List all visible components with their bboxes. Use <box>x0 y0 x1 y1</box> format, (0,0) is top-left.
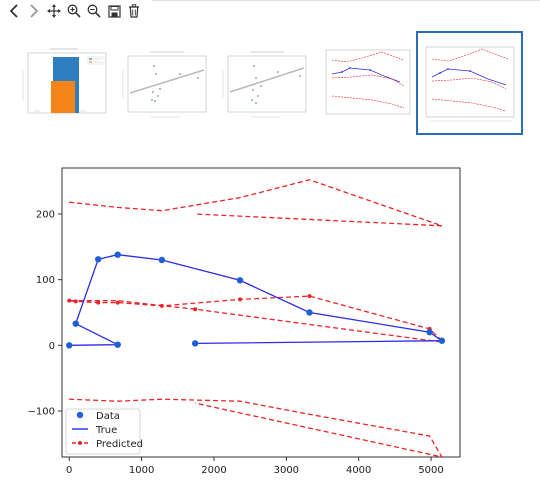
thumbnail-4-preview <box>325 49 411 115</box>
predicted-marker <box>238 297 243 302</box>
data-point <box>94 256 102 263</box>
predicted-marker <box>159 303 164 308</box>
predicted-marker <box>96 300 101 305</box>
data-point <box>72 320 79 327</box>
legend-predicted-label: Predicted <box>96 439 143 450</box>
predicted-marker <box>115 300 120 305</box>
top-divider <box>152 0 540 1</box>
thumbnail-4[interactable] <box>322 46 412 118</box>
x-tick-label: 0 <box>66 465 72 476</box>
y-tick-label: −100 <box>28 407 55 418</box>
thumbnail-5[interactable] <box>416 31 523 135</box>
y-tick-label: 0 <box>49 341 55 352</box>
data-point <box>438 337 446 344</box>
legend-predicted-marker <box>78 441 82 445</box>
x-tick-label: 5000 <box>418 465 443 476</box>
predicted-line <box>69 179 443 227</box>
delete-icon[interactable] <box>124 2 144 20</box>
y-tick-label: 200 <box>36 209 55 220</box>
plot-toolbar <box>4 2 144 20</box>
thumbnail-1[interactable] <box>20 45 110 120</box>
data-point <box>426 329 433 336</box>
predicted-marker <box>193 307 198 312</box>
x-tick-label: 3000 <box>274 465 299 476</box>
legend-data-label: Data <box>96 411 120 422</box>
thumbnail-5-preview <box>425 46 515 122</box>
zoom-in-icon[interactable] <box>64 2 84 20</box>
back-icon[interactable] <box>4 2 24 20</box>
y-tick-label: 100 <box>36 275 55 286</box>
x-tick-label: 4000 <box>346 465 371 476</box>
predicted-line <box>69 295 443 343</box>
data-point <box>114 251 121 258</box>
data-point <box>158 256 166 264</box>
x-tick-label: 2000 <box>201 465 226 476</box>
x-tick-label: 1000 <box>129 465 154 476</box>
data-point <box>236 277 244 284</box>
thumbnail-3-preview <box>222 51 307 118</box>
predicted-marker <box>67 298 72 303</box>
predicted-marker <box>307 294 312 299</box>
data-point <box>306 309 313 316</box>
zoom-out-icon[interactable] <box>84 2 104 20</box>
thumbnail-2[interactable] <box>120 48 210 120</box>
thumbnail-3[interactable] <box>220 48 310 120</box>
legend: Data True Predicted <box>65 408 143 455</box>
thumbnail-2-preview <box>122 51 207 118</box>
legend-true-label: True <box>95 425 117 436</box>
data-point <box>66 342 73 349</box>
save-icon[interactable] <box>104 2 124 20</box>
data-point <box>191 340 199 347</box>
thumbnail-1-preview <box>22 48 107 114</box>
pan-icon[interactable] <box>44 2 64 20</box>
main-plot: 0 1000 2000 3000 4000 5000 −100 0 100 200 Data Tru… <box>28 167 461 476</box>
data-point <box>114 341 121 348</box>
forward-icon[interactable] <box>24 2 44 20</box>
legend-data-marker <box>76 411 84 419</box>
predicted-marker <box>73 299 78 304</box>
